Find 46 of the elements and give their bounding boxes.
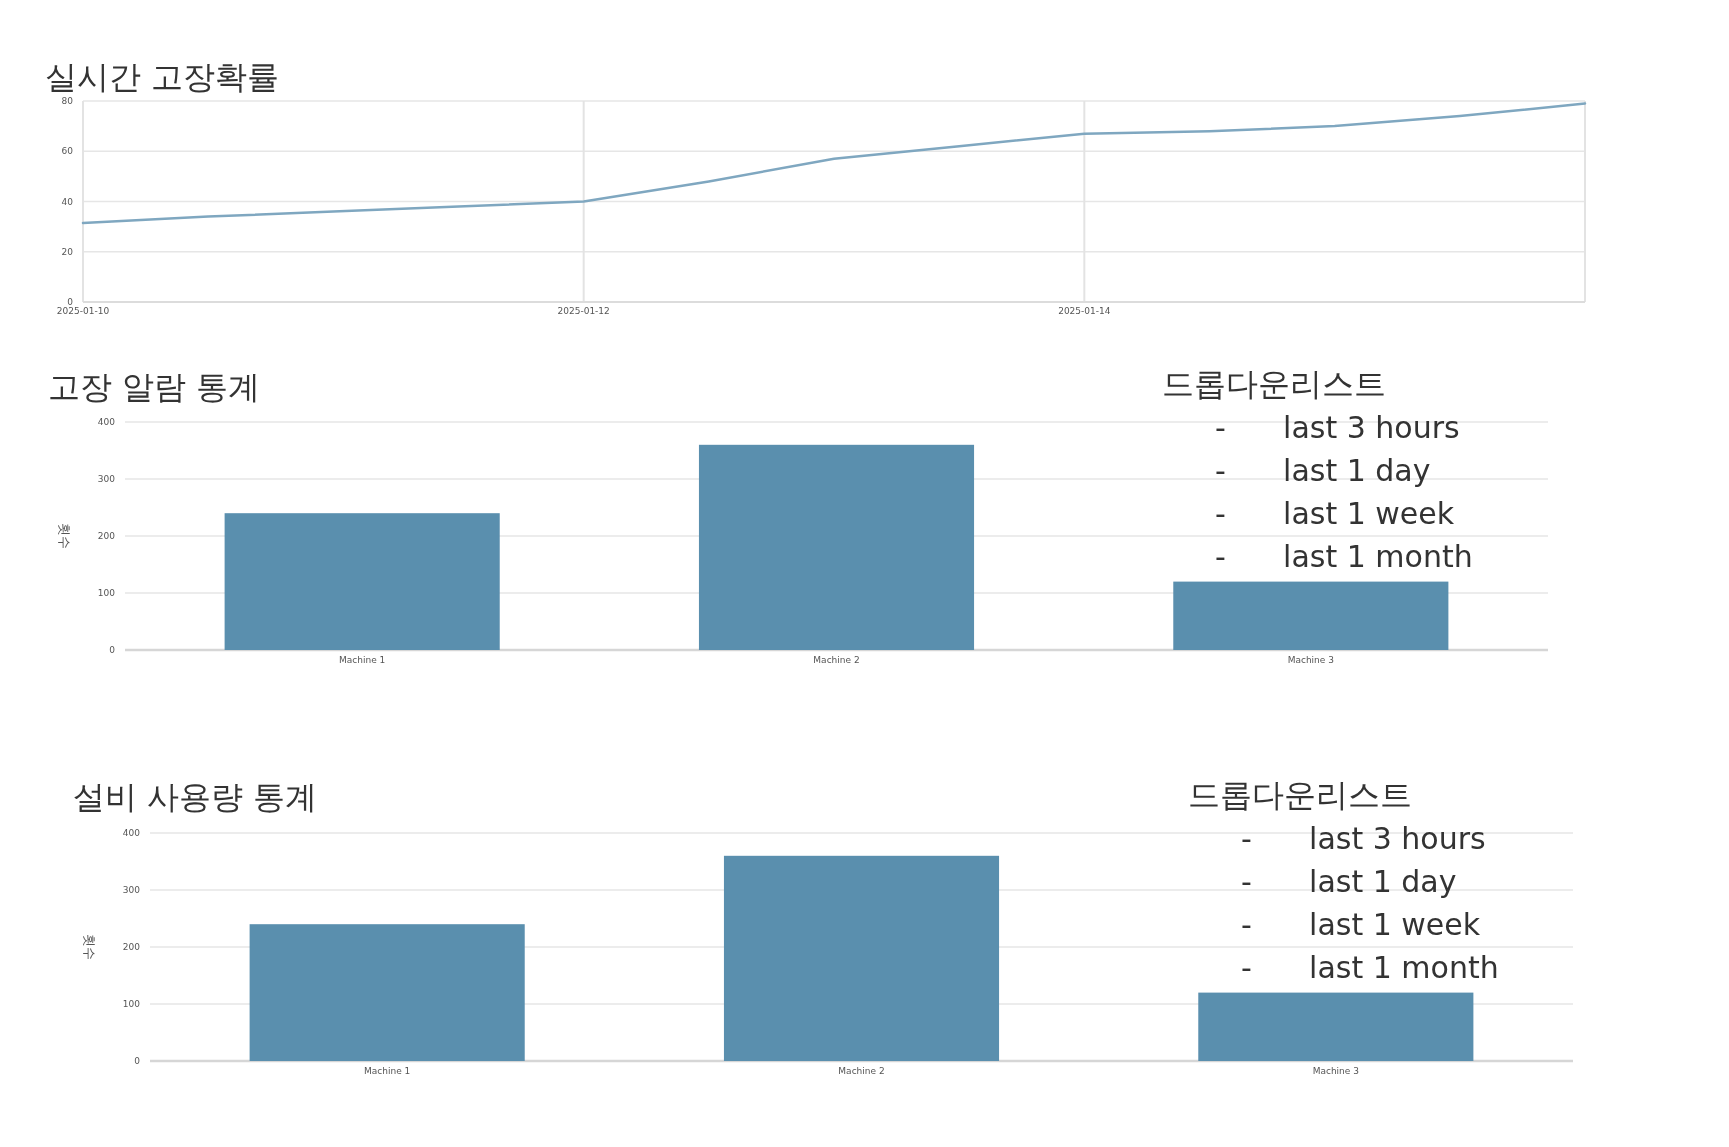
y-tick-label: 100 (122, 999, 141, 1009)
x-tick-label: Machine 3 (1287, 655, 1334, 665)
y-tick-label: 400 (122, 828, 141, 838)
y-tick-label: 40 (61, 196, 74, 207)
y-tick-label: 200 (97, 531, 116, 541)
bar (224, 513, 500, 650)
y-tick-label: 0 (109, 645, 116, 655)
x-tick-label: Machine 1 (339, 655, 386, 665)
chart-title: 실시간 고장확률 (45, 58, 280, 96)
annotation: - last 1 day (1215, 453, 1431, 488)
bar (1198, 992, 1474, 1061)
x-tick-label: Machine 1 (364, 1066, 411, 1076)
annotation: - last 3 hours (1215, 410, 1460, 445)
y-tick-label: 0 (134, 1056, 141, 1066)
annotation: - last 1 month (1215, 539, 1473, 574)
chart-title: 설비 사용량 통계 (73, 778, 318, 816)
annotation: - last 1 week (1215, 496, 1455, 531)
y-tick-label: 100 (97, 588, 116, 598)
text: 드롭다운리스트 (1162, 365, 1386, 403)
annotation: - last 3 hours (1241, 821, 1486, 856)
y-tick-label: 200 (122, 942, 141, 952)
x-tick-label: 2025-01-12 (557, 306, 610, 316)
annotation: - last 1 day (1241, 864, 1457, 899)
x-tick-label: Machine 2 (813, 655, 860, 665)
annotation: - last 1 week (1241, 907, 1481, 942)
x-tick-label: 2025-01-10 (56, 306, 110, 316)
y-tick-label: 80 (61, 96, 74, 106)
bar (249, 924, 525, 1061)
x-tick-label: Machine 2 (838, 1066, 885, 1076)
y-axis-title: 횟수 (82, 934, 97, 960)
y-axis-title: 횟수 (57, 523, 72, 549)
text: 드롭다운리스트 (1188, 776, 1412, 814)
x-tick-label: Machine 3 (1312, 1066, 1359, 1076)
line-series (81, 102, 1587, 225)
annotation: - last 1 month (1241, 950, 1499, 985)
y-tick-label: 60 (61, 146, 74, 157)
x-tick-label: 2025-01-14 (1058, 306, 1111, 316)
chart-title: 고장 알람 통계 (48, 368, 261, 406)
y-tick-label: 400 (97, 417, 116, 427)
y-tick-label: 300 (122, 885, 141, 895)
y-tick-label: 300 (97, 474, 116, 484)
bar (698, 444, 975, 650)
bar (1173, 581, 1449, 650)
y-tick-label: 0 (67, 297, 74, 307)
bar (723, 855, 1000, 1061)
y-tick-label: 20 (61, 246, 74, 257)
